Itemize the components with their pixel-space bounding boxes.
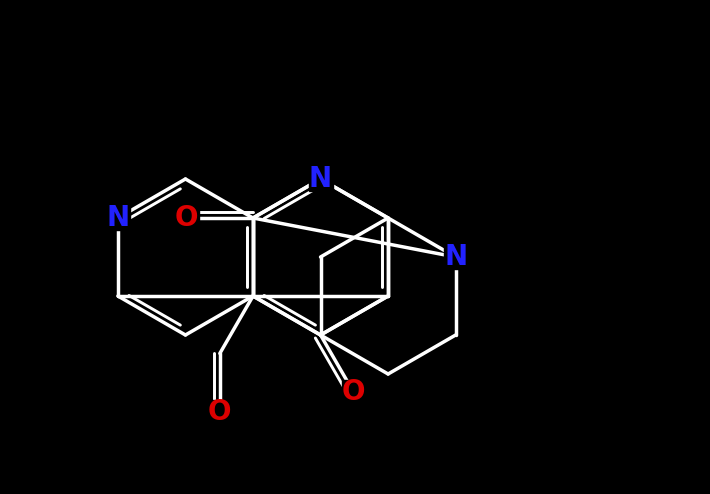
FancyBboxPatch shape [342, 380, 366, 405]
FancyBboxPatch shape [106, 206, 130, 230]
FancyBboxPatch shape [175, 206, 199, 230]
FancyBboxPatch shape [309, 167, 332, 191]
Text: N: N [106, 204, 129, 232]
FancyBboxPatch shape [208, 400, 232, 424]
Text: O: O [175, 204, 199, 232]
Text: N: N [444, 243, 467, 271]
Text: O: O [342, 378, 366, 407]
FancyBboxPatch shape [444, 245, 468, 269]
Text: N: N [309, 165, 332, 193]
Text: O: O [208, 398, 231, 426]
